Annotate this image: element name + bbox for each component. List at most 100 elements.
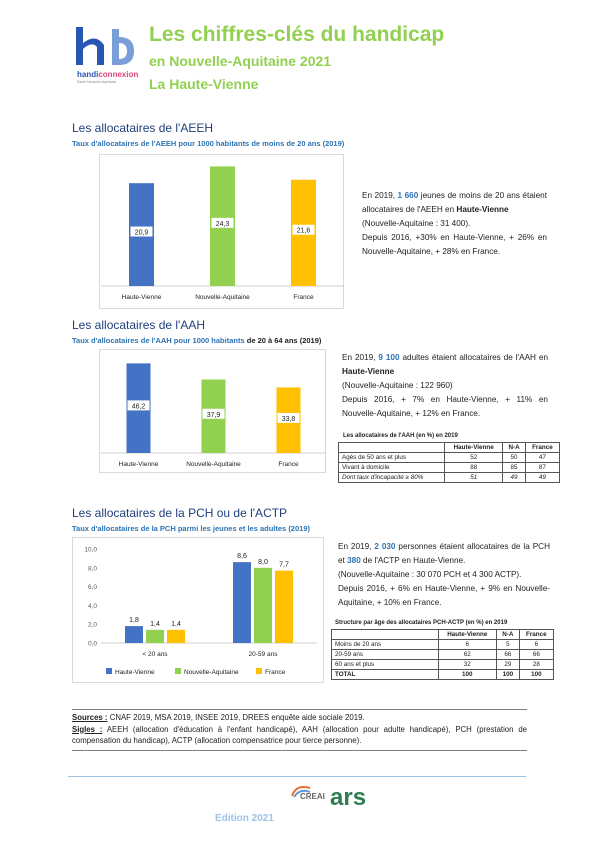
aeeh-category-label: Nouvelle-Aquitaine xyxy=(195,294,250,301)
aah-p1-area: Haute-Vienne xyxy=(342,367,395,376)
aeeh-data-label: 20,9 xyxy=(135,230,149,237)
pch-p3: Depuis 2016, + 6% en Haute-Vienne, + 9% … xyxy=(338,584,550,607)
aah-p2: (Nouvelle-Aquitaine : 122 960) xyxy=(342,381,453,390)
aah-table-cell: 88 xyxy=(444,462,504,473)
pch-table-cell: 20-59 ans xyxy=(331,649,439,660)
aah-category-label: France xyxy=(278,461,299,468)
aah-p1-a: En 2019, xyxy=(342,353,379,362)
pch-table-caption: Structure par âge des allocataires PCH-A… xyxy=(335,620,508,626)
aah-col-header: Haute-Vienne xyxy=(444,442,504,453)
aah-table-cell: 85 xyxy=(502,462,526,473)
logo-text-b: connexion xyxy=(98,70,139,79)
pch-chart: 0,0 2,0 4,0 6,0 8,0 10,0 1,8 1,4 1,4 < 20 ans 8,6 8… xyxy=(72,537,324,683)
pch-table: Haute-Vienne N-A France Moins de 20 ans 6 5 6… xyxy=(331,629,555,680)
aah-text: En 2019, 9 100 adultes étaient allocatai… xyxy=(342,351,548,421)
pch-heading: Les allocataires de la PCH ou de l'ACTP xyxy=(72,506,288,520)
pch-table-cell: 29 xyxy=(496,659,520,670)
pch-legend-label: Haute-Vienne xyxy=(115,669,155,676)
aah-table-cell: Dont taux d'incapacité ≥ 80% xyxy=(337,472,446,483)
pch-bar xyxy=(254,567,272,643)
pch-table-cell: 100 xyxy=(496,669,520,680)
aeeh-category-label: Haute-Vienne xyxy=(122,294,162,301)
pch-ytick-label: 8,0 xyxy=(88,565,97,572)
aeeh-chart: 0,05,010,015,020,025,020,9Haute-Vienne24… xyxy=(84,154,344,309)
aah-category-label: Nouvelle-Aquitaine xyxy=(186,461,241,468)
aah-table-row: Agés de 50 ans et plus 52 50 47 xyxy=(337,452,561,463)
sigles-text: AEEH (allocation d'éducation à l'enfant … xyxy=(72,724,527,746)
pch-data-label: 8,0 xyxy=(258,559,268,566)
aah-data-label-bg xyxy=(202,408,225,419)
pch-table-cell: 66 xyxy=(496,649,520,660)
aah-data-label: 46,2 xyxy=(132,403,146,410)
aeeh-data-label: 24,3 xyxy=(216,221,230,228)
pch-data-label: 7,7 xyxy=(279,562,289,569)
aeeh-p1-num: 1 660 xyxy=(397,191,419,200)
aah-caption-a: Taux d'allocataires de l'AAH pour 1000 h… xyxy=(72,336,245,345)
aah-table-cell: 47 xyxy=(524,452,561,463)
aah-table-row: Vivant à domicile 88 85 87 xyxy=(337,462,561,473)
pch-text: En 2019, 2 030 personnes étaient allocat… xyxy=(338,540,550,610)
pch-ytick-label: 2,0 xyxy=(88,622,97,629)
pch-table-cell: TOTAL xyxy=(331,669,439,680)
aah-table-cell: Agés de 50 ans et plus xyxy=(337,452,446,463)
aeeh-p1-a: En 2019, xyxy=(362,191,398,200)
creai-swirl-icon xyxy=(290,784,312,798)
aeeh-text: En 2019, 1 660 jeunes de moins de 20 ans… xyxy=(362,189,547,259)
aah-caption: Taux d'allocataires de l'AAH pour 1000 h… xyxy=(72,336,321,345)
aeeh-p1-area: Haute-Vienne xyxy=(456,205,509,214)
pch-p1-num2: 380 xyxy=(347,556,361,565)
aeeh-p3: Depuis 2016, +30% en Haute-Vienne, + 26%… xyxy=(362,233,547,256)
pch-table-cell: Moins de 20 ans xyxy=(331,639,439,650)
pch-table-cell: 6 xyxy=(437,639,498,650)
aah-table-row: Dont taux d'incapacité ≥ 80% 51 49 49 xyxy=(337,472,561,483)
aah-data-label-bg xyxy=(277,412,300,423)
aah-data-label: 33,8 xyxy=(282,416,296,423)
logo-tagline: Santé Nouvelle-Aquitaine xyxy=(77,80,117,84)
pch-table-row: Moins de 20 ans 6 5 6 xyxy=(331,639,555,650)
pch-table-cell: 66 xyxy=(518,649,555,660)
pch-ytick-label: 0,0 xyxy=(88,641,97,648)
aah-data-label-bg xyxy=(127,400,150,411)
pch-p1-num: 2 030 xyxy=(374,542,396,551)
pch-p1-b: personnes étaient allocataires de la PCH… xyxy=(338,542,550,565)
aeeh-data-label-bg xyxy=(130,226,153,237)
aah-p1-num: 9 100 xyxy=(378,353,400,362)
aah-bar-chart: 0,05,010,015,020,025,030,035,040,045,050… xyxy=(84,354,326,468)
pch-col-header: N-A xyxy=(496,629,520,640)
pch-category-label: < 20 ans xyxy=(142,651,168,658)
pch-col-header: France xyxy=(518,629,555,640)
page-subtitle: en Nouvelle-Aquitaine 2021 xyxy=(149,53,332,69)
pch-legend-swatch xyxy=(175,668,181,674)
aah-table-cell: 51 xyxy=(444,472,504,483)
aah-table-cell: Vivant à domicile xyxy=(337,462,446,473)
pch-legend-swatch xyxy=(256,668,262,674)
pch-table-cell: 100 xyxy=(437,669,498,680)
pch-col-header: Haute-Vienne xyxy=(437,629,498,640)
logo-wordmark: handiconnexion xyxy=(77,70,138,79)
footer-divider xyxy=(68,776,526,777)
pch-p1-a: En 2019, xyxy=(338,542,375,551)
ars-logo: ars xyxy=(330,784,367,811)
sources-label: Sources : xyxy=(72,713,108,722)
pch-col-header xyxy=(331,629,439,640)
aah-heading: Les allocataires de l'AAH xyxy=(72,318,206,332)
pch-caption: Taux d'allocataires de la PCH parmi les … xyxy=(72,524,310,533)
pch-table-cell: 5 xyxy=(496,639,520,650)
pch-legend-swatch xyxy=(106,668,112,674)
handiconnexion-logo xyxy=(74,27,136,67)
aah-col-header xyxy=(337,442,446,453)
aeeh-data-label-bg xyxy=(211,217,234,228)
aah-table-cell: 52 xyxy=(444,452,504,463)
page-title: Les chiffres-clés du handicap xyxy=(149,23,445,46)
aah-table-cell: 49 xyxy=(502,472,526,483)
pch-p1-c: de l'ACTP en Haute-Vienne. xyxy=(360,556,466,565)
pch-table-header: Haute-Vienne N-A France xyxy=(331,629,555,640)
pch-legend-label: France xyxy=(265,669,286,676)
page-area: La Haute-Vienne xyxy=(149,76,259,92)
pch-table-cell: 6 xyxy=(518,639,555,650)
pch-ytick-label: 4,0 xyxy=(88,603,97,610)
aah-table-header: Haute-Vienne N-A France xyxy=(337,442,561,453)
pch-p2: (Nouvelle-Aquitaine : 30 070 PCH et 4 30… xyxy=(338,570,522,579)
aeeh-bar-chart: 0,05,010,015,020,025,020,9Haute-Vienne24… xyxy=(84,161,344,301)
pch-bar-chart: 0,0 2,0 4,0 6,0 8,0 10,0 1,8 1,4 1,4 < 20 ans 8,6 8… xyxy=(84,547,317,676)
